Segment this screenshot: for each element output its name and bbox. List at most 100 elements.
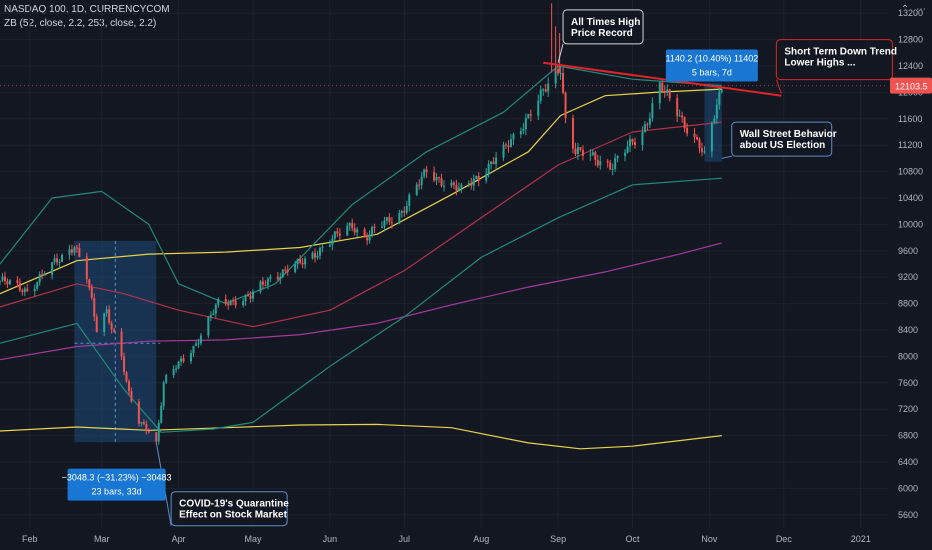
candle-body xyxy=(356,229,359,233)
y-tick-label: 10800 xyxy=(898,167,923,177)
candle-body xyxy=(631,138,634,143)
candle-body xyxy=(78,247,81,257)
indicator-legend[interactable]: ZB (52, close, 2.2, 253, close, 2.2) xyxy=(4,18,157,29)
x-tick-label: Sep xyxy=(550,534,566,544)
candle-body xyxy=(438,177,441,179)
ath-callout-text-2: Price Record xyxy=(571,28,633,39)
x-tick-label: Mar xyxy=(94,534,110,544)
candle-body xyxy=(485,173,488,181)
candle-body xyxy=(73,247,76,253)
candle-body xyxy=(700,148,703,152)
candle-body xyxy=(338,233,341,236)
candle-body xyxy=(199,335,202,344)
candle-body xyxy=(400,211,403,213)
candle-body xyxy=(405,205,408,213)
candle-body xyxy=(718,91,721,105)
candle-body xyxy=(715,104,718,119)
candle-body xyxy=(95,316,98,333)
candle-body xyxy=(147,430,150,433)
candle-body xyxy=(502,144,505,158)
candle-body xyxy=(435,177,438,181)
candle-body xyxy=(423,169,426,177)
candle-body xyxy=(336,231,339,234)
candle-body xyxy=(663,91,666,93)
candle-body xyxy=(279,276,282,280)
range-down-label-box xyxy=(67,468,166,501)
candle-body xyxy=(596,159,599,166)
candle-body xyxy=(380,226,383,228)
candle-body xyxy=(61,254,64,262)
candle-body xyxy=(512,134,515,140)
x-tick-label: Jun xyxy=(323,534,338,544)
candle-body xyxy=(408,194,411,206)
candle-body xyxy=(110,322,113,330)
candle-body xyxy=(467,183,470,185)
chart-title: NASDAQ 100, 1D, CURRENCYCOM xyxy=(4,4,170,15)
candle-body xyxy=(648,118,651,125)
candle-body xyxy=(599,161,602,166)
candle-body xyxy=(8,280,11,285)
candle-body xyxy=(224,299,227,304)
candle-body xyxy=(368,234,371,241)
candle-body xyxy=(614,158,617,169)
candle-body xyxy=(495,157,498,165)
candle-body xyxy=(165,375,168,383)
candle-body xyxy=(286,269,289,272)
candle-body xyxy=(710,122,713,152)
candle-body xyxy=(571,118,574,149)
y-tick-label: 13200 xyxy=(898,8,923,18)
candle-body xyxy=(385,217,388,221)
candle-body xyxy=(214,304,217,314)
candle-body xyxy=(33,288,36,292)
x-tick-label: Oct xyxy=(626,534,641,544)
candle-body xyxy=(383,220,386,227)
band-upper-line xyxy=(0,65,722,305)
y-tick-label: 10400 xyxy=(898,193,923,203)
candle-body xyxy=(420,176,423,185)
candle-body xyxy=(123,356,126,373)
range-up-label-box xyxy=(665,49,758,82)
candle-body xyxy=(363,229,366,238)
trend-callout-text-2: Lower Highs ... xyxy=(784,58,855,69)
x-tick-label: Feb xyxy=(22,534,38,544)
covid-callout-text-1: COVID-19's Quarantine xyxy=(179,499,289,510)
candle-body xyxy=(589,154,592,156)
candle-body xyxy=(353,228,356,233)
candle-body xyxy=(197,343,200,345)
covid-callout-text-2: Effect on Stock Market xyxy=(179,510,287,521)
candle-body xyxy=(519,130,522,135)
candle-body xyxy=(544,89,547,92)
candle-body xyxy=(539,89,542,101)
candle-body xyxy=(522,129,525,131)
candle-body xyxy=(304,258,307,265)
candle-body xyxy=(415,184,418,195)
candle-body xyxy=(713,118,716,123)
chevron-up-icon[interactable]: ⌃ xyxy=(900,4,910,15)
candle-body xyxy=(686,128,689,134)
y-tick-label: 8800 xyxy=(898,299,918,309)
candle-body xyxy=(629,138,632,147)
candle-body xyxy=(192,345,195,354)
candle-body xyxy=(693,133,696,138)
candle-body xyxy=(209,315,212,317)
band-lower-line xyxy=(0,423,722,450)
candle-body xyxy=(346,225,349,236)
y-tick-label: 12800 xyxy=(898,35,923,45)
candle-body xyxy=(259,281,262,292)
candle-body xyxy=(85,256,88,280)
candle-body xyxy=(207,316,210,336)
candle-body xyxy=(328,244,331,247)
candle-body xyxy=(137,401,140,424)
candle-body xyxy=(681,115,684,118)
candle-body xyxy=(58,261,61,263)
candle-body xyxy=(157,422,160,442)
x-tick-label: Dec xyxy=(776,534,793,544)
range-down-label-line1: −3048.3 (−31.23%) −30483 xyxy=(62,473,172,483)
candle-body xyxy=(296,258,299,265)
election-callout-text-1: Wall Street Behavior xyxy=(740,129,837,140)
candle-body xyxy=(276,276,279,280)
y-tick-label: 10000 xyxy=(898,219,923,229)
candle-body xyxy=(507,145,510,148)
more-horizontal-icon[interactable]: ⋯ xyxy=(916,4,926,15)
